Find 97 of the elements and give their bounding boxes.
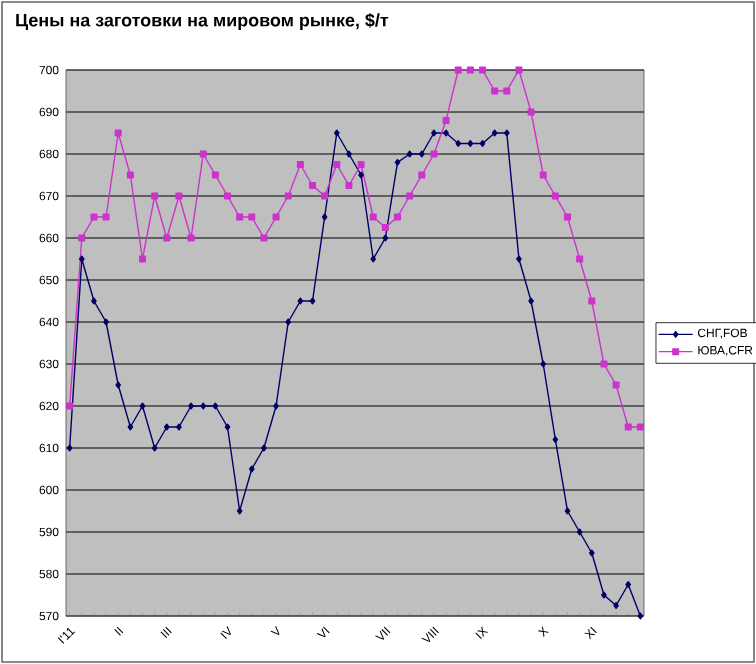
point [163,423,170,431]
point [261,444,267,452]
point [540,360,547,368]
point [345,182,353,189]
point [625,581,632,588]
point [358,171,364,179]
point [637,612,644,620]
point [102,213,110,221]
point [200,402,207,410]
point [248,213,256,221]
point [66,402,74,410]
point [127,423,134,431]
point [78,255,85,263]
point [357,161,365,168]
point [91,297,97,305]
point [248,465,255,473]
point [564,507,571,515]
point [503,87,511,95]
point [467,140,474,147]
point [260,234,268,242]
point [369,213,377,221]
point [466,66,474,74]
point [321,213,328,221]
point [272,213,280,221]
point [175,192,183,200]
point [114,129,122,137]
point [613,602,619,609]
point [151,192,159,200]
chart-title: Цены на заготовки на мировом рынке, $/т [16,13,389,31]
point [382,234,389,242]
point [139,255,146,263]
point [454,66,462,74]
point [224,192,231,200]
point [516,255,522,263]
point [309,297,316,305]
point [285,318,292,326]
point [163,234,171,242]
point [199,150,207,158]
point [576,255,584,263]
point [576,528,583,536]
point [176,423,182,431]
point [406,192,414,200]
point [273,402,279,410]
point [90,213,98,221]
point [333,161,341,168]
point [430,150,438,158]
point [370,255,377,263]
point [66,444,73,452]
point [394,158,401,166]
point [588,297,596,305]
point [211,171,219,179]
point [552,436,559,444]
point [636,423,644,431]
point [479,140,486,147]
point [236,507,243,515]
point [443,129,449,137]
point [297,297,304,305]
point [600,360,608,368]
point [236,213,244,221]
point [624,423,632,431]
point [479,66,486,74]
point [564,213,572,221]
point [601,591,607,599]
point [406,150,413,158]
point [528,297,534,305]
point [334,129,340,137]
point [309,182,316,189]
point [212,402,219,410]
point [103,318,109,326]
point [527,108,535,116]
point [551,192,559,200]
point [115,381,122,389]
point [419,150,425,158]
point [284,192,292,200]
point [78,234,86,242]
point [296,161,304,168]
point [346,150,352,158]
point [539,171,547,179]
point [321,192,329,200]
point [515,66,523,74]
point [126,171,134,179]
point [491,129,498,137]
point [491,87,499,95]
point [442,116,450,124]
point [224,423,231,431]
point [188,402,194,410]
point [418,171,426,179]
point [394,213,401,221]
point [139,402,146,410]
point [612,381,620,389]
point [151,444,158,452]
point [455,140,462,147]
point [431,129,437,137]
point [381,224,389,231]
point [504,129,510,137]
point [187,234,195,242]
point [589,549,595,557]
